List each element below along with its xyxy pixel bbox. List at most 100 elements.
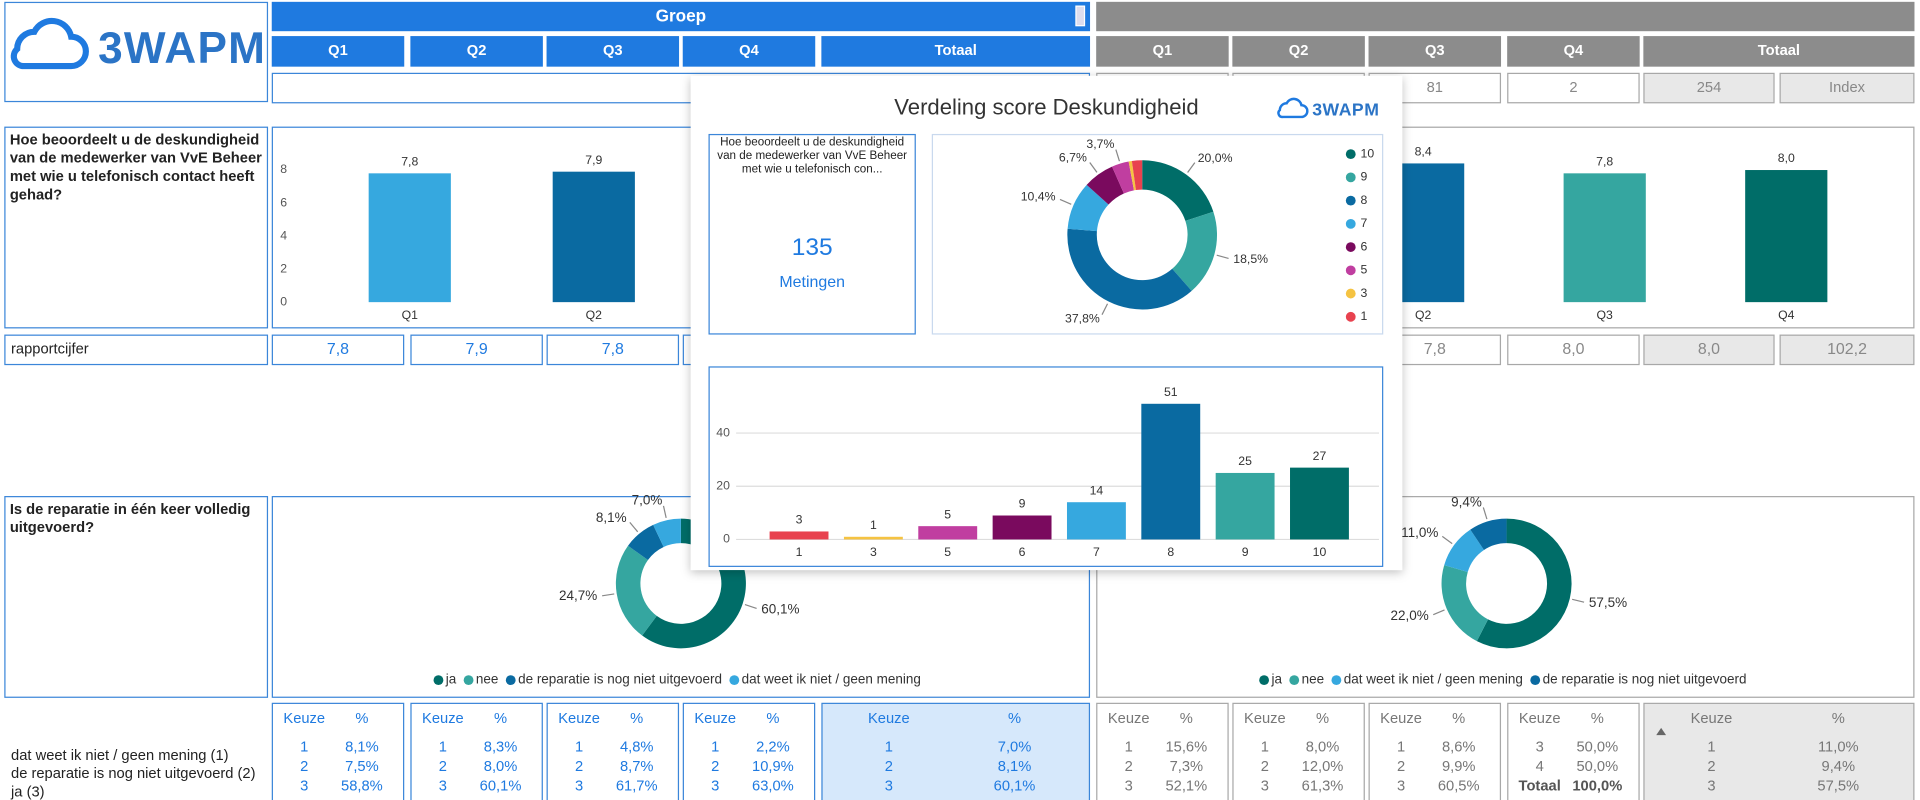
table-cell: 3 — [300, 778, 308, 794]
data-label: 51 — [1164, 385, 1178, 399]
count-cell — [1643, 72, 1775, 104]
table-cell: 8,1% — [998, 759, 1032, 775]
table-cell: 60,1% — [480, 778, 522, 794]
x-tick-label: 5 — [944, 545, 951, 559]
x-tick-label: Q3 — [1597, 308, 1614, 322]
donut-slice — [1444, 529, 1484, 573]
table-header: % — [1008, 711, 1021, 727]
table-cell: 12,0% — [1302, 759, 1344, 775]
table-cell: 100,0% — [1572, 778, 1622, 794]
legend-swatch — [1289, 675, 1300, 686]
popup-title: Verdeling score Deskundigheid — [894, 95, 1198, 120]
leader-line — [1187, 162, 1196, 173]
table-cell: 9,4% — [1822, 759, 1856, 775]
x-tick-label: 10 — [1313, 545, 1327, 559]
table-cell: 7,0% — [998, 739, 1032, 755]
column-header-label: Q1 — [1153, 43, 1173, 59]
table-cell: 1 — [1261, 739, 1269, 755]
table-block — [1643, 702, 1915, 800]
table-cell: 2 — [1261, 759, 1269, 775]
table-cell: 3 — [1536, 739, 1544, 755]
leader-line — [629, 522, 639, 533]
data-label: 7,8 — [401, 155, 418, 169]
legend-label: 6 — [1361, 239, 1368, 253]
table-cell: 1 — [1125, 739, 1133, 755]
donut-slice — [1067, 184, 1109, 232]
legend-swatch — [505, 675, 516, 686]
table-cell: 2 — [885, 759, 893, 775]
question-text: Hoe beoordeelt u de deskundigheid van de… — [9, 130, 262, 204]
data-label: 7,8 — [1596, 155, 1613, 169]
table-header: Keuze — [694, 711, 736, 727]
column-header — [271, 36, 405, 67]
legend-swatch — [1345, 218, 1356, 229]
x-tick-label: 7 — [1093, 545, 1100, 559]
table-cell: 1 — [575, 739, 583, 755]
row-label-box — [4, 334, 269, 366]
column-header — [1232, 36, 1365, 67]
table-header: Keuze — [1244, 711, 1286, 727]
question-text: Is de reparatie in één keer volledig uit… — [9, 500, 251, 536]
cell-value: 8,0 — [1698, 341, 1720, 358]
card-count: 135 — [792, 234, 833, 261]
bar — [1141, 403, 1201, 540]
y-tick-label: 40 — [716, 425, 730, 439]
table-cell: 8,6% — [1442, 739, 1476, 755]
table-cell: 3 — [885, 778, 893, 794]
table-cell: 8,7% — [620, 759, 654, 775]
cell-value: 8,0 — [1562, 341, 1584, 358]
question-box — [4, 496, 269, 698]
leader-line — [1089, 162, 1098, 173]
data-label: 3 — [796, 513, 803, 527]
legend-label: dat weet ik niet / geen mening — [1344, 672, 1523, 687]
table-cell: 3 — [439, 778, 447, 794]
table-block — [821, 702, 1091, 800]
bar — [918, 526, 978, 540]
donut-slice — [1172, 211, 1218, 291]
table-header: % — [1452, 711, 1465, 727]
y-tick-label: 20 — [716, 478, 730, 492]
logo: 3WAPM — [1277, 97, 1379, 120]
donut-slice — [1441, 565, 1489, 642]
column-header-label: Totaal — [1758, 43, 1800, 59]
table-block — [271, 702, 405, 800]
table-header: Keuze — [283, 711, 325, 727]
bar — [769, 531, 829, 540]
legend-label: 1 — [1361, 309, 1368, 323]
donut-slice — [1128, 160, 1136, 191]
table-block — [682, 702, 816, 800]
table-header: Keuze — [1691, 711, 1733, 727]
legend-label: 3 — [1361, 286, 1368, 300]
logo-cloud — [1277, 97, 1309, 119]
table-block — [1232, 702, 1365, 800]
table-block — [1096, 702, 1229, 800]
donut-slice — [1470, 518, 1507, 550]
table-header: % — [355, 711, 368, 727]
row-label: de reparatie is nog niet uitgevoerd (2) — [11, 766, 255, 782]
table-header: Keuze — [1380, 711, 1422, 727]
table-cell: 2 — [1397, 759, 1405, 775]
value-cell — [271, 334, 405, 366]
bar — [1745, 170, 1828, 303]
table-cell: 8,0% — [484, 759, 518, 775]
table-cell: 52,1% — [1165, 778, 1207, 794]
legend-swatch — [1345, 242, 1356, 252]
table-cell: 9,9% — [1442, 759, 1476, 775]
data-label: 5 — [944, 507, 951, 521]
legend-swatch — [1259, 675, 1270, 686]
card-count-label: Metingen — [779, 274, 845, 291]
table-block — [410, 702, 543, 800]
row-label: rapportcijfer — [11, 342, 89, 358]
data-label: 18,5% — [1233, 252, 1268, 266]
donut-slice — [1142, 160, 1214, 221]
legend: ja nee de reparatie is nog niet uitgevoerd… — [433, 672, 921, 687]
column-header-label: Q2 — [467, 43, 487, 59]
info-card — [708, 133, 916, 335]
leader-line — [1101, 303, 1109, 315]
count-cell — [1779, 72, 1915, 104]
data-label: 20,0% — [1198, 151, 1233, 165]
table-cell: 4 — [1536, 759, 1544, 775]
legend-label: ja — [445, 672, 457, 687]
column-header — [821, 36, 1091, 67]
